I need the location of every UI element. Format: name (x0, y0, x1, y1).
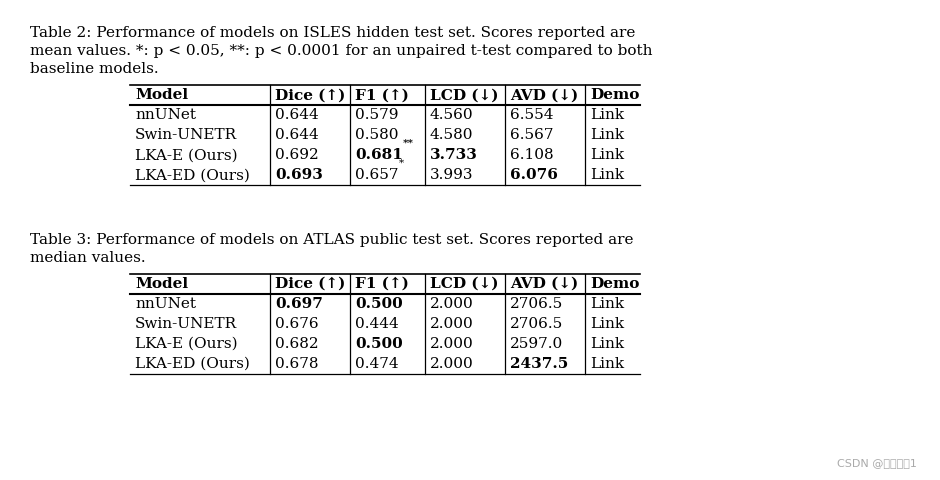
Text: Link: Link (590, 297, 624, 311)
Text: AVD (↓): AVD (↓) (510, 88, 578, 102)
Text: 0.676: 0.676 (275, 317, 319, 331)
Text: 2.000: 2.000 (430, 317, 474, 331)
Text: 0.692: 0.692 (275, 148, 319, 162)
Text: 0.657: 0.657 (355, 168, 399, 182)
Text: Swin-UNETR: Swin-UNETR (135, 317, 237, 331)
Text: 0.644: 0.644 (275, 128, 319, 143)
Text: 0.693: 0.693 (275, 168, 322, 182)
Text: *: * (399, 159, 403, 168)
Text: 6.554: 6.554 (510, 108, 554, 122)
Text: 0.444: 0.444 (355, 317, 399, 331)
Text: 2437.5: 2437.5 (510, 357, 569, 371)
Text: LKA-ED (Ours): LKA-ED (Ours) (135, 168, 250, 182)
Text: 0.681: 0.681 (355, 148, 403, 162)
Text: 2.000: 2.000 (430, 337, 474, 351)
Text: Model: Model (135, 277, 188, 291)
Text: Link: Link (590, 317, 624, 331)
Text: 2.000: 2.000 (430, 357, 474, 371)
Text: Demo: Demo (590, 277, 639, 291)
Text: 0.580: 0.580 (355, 128, 399, 143)
Text: Link: Link (590, 128, 624, 143)
Text: CSDN @小杨小杹1: CSDN @小杨小杹1 (837, 458, 916, 468)
Text: AVD (↓): AVD (↓) (510, 277, 578, 291)
Text: 6.567: 6.567 (510, 128, 554, 143)
Text: 3.993: 3.993 (430, 168, 474, 182)
Text: nnUNet: nnUNet (135, 108, 196, 122)
Text: 4.560: 4.560 (430, 108, 474, 122)
Text: 6.076: 6.076 (510, 168, 557, 182)
Text: 2706.5: 2706.5 (510, 317, 563, 331)
Text: 0.682: 0.682 (275, 337, 319, 351)
Text: 4.580: 4.580 (430, 128, 474, 143)
Text: Model: Model (135, 88, 188, 102)
Text: Link: Link (590, 168, 624, 182)
Text: LCD (↓): LCD (↓) (430, 277, 498, 291)
Text: Swin-UNETR: Swin-UNETR (135, 128, 237, 143)
Text: F1 (↑): F1 (↑) (355, 88, 409, 102)
Text: Link: Link (590, 148, 624, 162)
Text: Demo: Demo (590, 88, 639, 102)
Text: baseline models.: baseline models. (30, 62, 159, 76)
Text: LKA-E (Ours): LKA-E (Ours) (135, 337, 238, 351)
Text: median values.: median values. (30, 251, 146, 265)
Text: nnUNet: nnUNet (135, 297, 196, 311)
Text: mean values. *: p < 0.05, **: p < 0.0001 for an unpaired t-test compared to both: mean values. *: p < 0.05, **: p < 0.0001… (30, 45, 652, 59)
Text: LKA-E (Ours): LKA-E (Ours) (135, 148, 238, 162)
Text: Dice (↑): Dice (↑) (275, 277, 345, 291)
Text: 0.579: 0.579 (355, 108, 399, 122)
Text: 3.733: 3.733 (430, 148, 478, 162)
Text: 0.474: 0.474 (355, 357, 399, 371)
Text: LKA-ED (Ours): LKA-ED (Ours) (135, 357, 250, 371)
Text: 2597.0: 2597.0 (510, 337, 563, 351)
Text: 6.108: 6.108 (510, 148, 554, 162)
Text: 2706.5: 2706.5 (510, 297, 563, 311)
Text: Link: Link (590, 108, 624, 122)
Text: 0.697: 0.697 (275, 297, 322, 311)
Text: 0.644: 0.644 (275, 108, 319, 122)
Text: LCD (↓): LCD (↓) (430, 88, 498, 102)
Text: 0.678: 0.678 (275, 357, 319, 371)
Text: 0.500: 0.500 (355, 337, 402, 351)
Text: 0.500: 0.500 (355, 297, 402, 311)
Text: Dice (↑): Dice (↑) (275, 88, 345, 102)
Text: Table 3: Performance of models on ATLAS public test set. Scores reported are: Table 3: Performance of models on ATLAS … (30, 233, 634, 247)
Text: 2.000: 2.000 (430, 297, 474, 311)
Text: Link: Link (590, 337, 624, 351)
Text: F1 (↑): F1 (↑) (355, 277, 409, 291)
Text: Link: Link (590, 357, 624, 371)
Text: **: ** (403, 139, 414, 148)
Text: Table 2: Performance of models on ISLES hidden test set. Scores reported are: Table 2: Performance of models on ISLES … (30, 26, 635, 40)
